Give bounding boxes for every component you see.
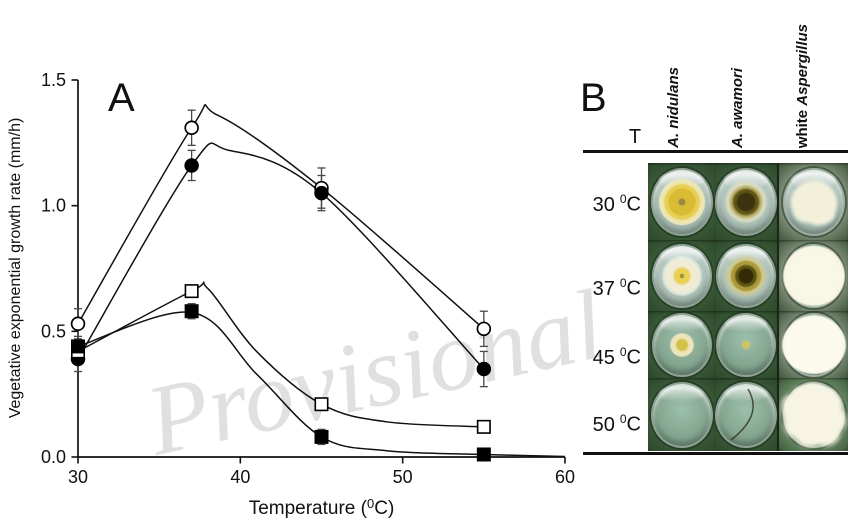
culture-well: [718, 245, 774, 306]
column-header-a-awamori: A. awamori: [729, 67, 747, 148]
x-tick-label: 30: [68, 467, 88, 487]
row-label-50c: 50 0C: [592, 412, 641, 436]
panel-a-label: A: [108, 76, 135, 120]
curve-open-square: [77, 281, 484, 428]
curve-filled-circle: [77, 142, 485, 370]
culture-well: [718, 314, 774, 375]
panel-b-bottom-rule: [583, 452, 848, 455]
row-label-37c: 37 0C: [592, 276, 641, 300]
culture-well: [652, 383, 711, 446]
culture-well: [784, 169, 843, 234]
y-tick-label: 1.5: [41, 70, 66, 90]
marker-open-circle: [476, 321, 492, 337]
marker-open-square: [476, 419, 491, 434]
well-photo-30c-white-aspergillus: [777, 163, 848, 240]
culture-well: [782, 245, 845, 306]
culture-well: [653, 314, 710, 375]
colony-white-full: [782, 245, 845, 306]
well-photo-45c-a-awamori: [715, 311, 777, 378]
well-photo-50c-white-aspergillus: [777, 378, 848, 451]
colony-white-blob: [790, 180, 837, 223]
x-tick-label: 60: [555, 467, 575, 487]
colony-white-star: [788, 389, 839, 440]
colony-yellow-ring: [658, 178, 705, 225]
growth-rate-chart: 0.0 0.5 1.0 1.5 30 40 50 60 Vegetative exponenti…: [7, 70, 575, 519]
well-photo-50c-a-nidulans: [648, 378, 715, 451]
marker-filled-circle: [314, 185, 329, 201]
crack-line: [730, 388, 754, 441]
culture-well: [717, 169, 775, 234]
x-axis-title: Temperature (0C): [249, 496, 395, 519]
marker-open-circle: [70, 316, 86, 332]
marker-filled-circle: [184, 158, 199, 173]
column-header-a-nidulans: A. nidulans: [665, 67, 683, 148]
well-photo-37c-a-awamori: [715, 240, 777, 311]
well-photo-37c-white-aspergillus: [777, 240, 848, 311]
panel-b-label: B: [580, 76, 607, 120]
marker-filled-square: [184, 304, 199, 319]
culture-well: [781, 314, 846, 375]
well-photo-45c-a-nidulans: [648, 311, 715, 378]
marker-open-circle: [184, 120, 199, 136]
marker-filled-square: [71, 339, 86, 354]
well-photo-30c-a-nidulans: [648, 163, 715, 240]
column-header-white-aspergillus: white Aspergillus: [794, 23, 812, 148]
culture-well: [784, 383, 843, 446]
temperature-column-header: T: [628, 126, 642, 148]
marker-open-square: [314, 397, 329, 412]
row-label-30c: 30 0C: [592, 192, 641, 216]
colony-white-full-bright: [781, 315, 846, 374]
marker-open-square: [184, 284, 199, 299]
culture-well: [653, 245, 710, 306]
marker-filled-circle: [476, 361, 492, 377]
well-photo-37c-a-nidulans: [648, 240, 715, 311]
colony-yellow-small: [661, 255, 702, 296]
y-tick-label: 0.0: [41, 447, 66, 467]
curve-open-circle: [77, 103, 485, 330]
y-tick-label: 0.5: [41, 321, 66, 341]
colony-tiny-dot: [741, 340, 751, 349]
colony-dark-center: [725, 180, 767, 223]
column-header-species-text: A. awamori: [729, 67, 746, 148]
column-header-plain-text: white: [794, 105, 811, 148]
panel-b-top-rule: [583, 150, 848, 153]
well-photo-30c-a-awamori: [715, 163, 777, 240]
marker-filled-square: [314, 429, 329, 444]
colony-dark-ring: [724, 253, 768, 298]
marker-filled-square: [476, 447, 491, 462]
y-tick-label: 1.0: [41, 196, 66, 216]
column-header-species-text: Aspergillus: [794, 23, 811, 106]
row-label-45c: 45 0C: [592, 345, 641, 369]
x-tick-label: 40: [230, 467, 250, 487]
culture-well: [717, 383, 775, 446]
column-header-species-text: A. nidulans: [665, 67, 682, 148]
well-photo-50c-a-awamori: [715, 378, 777, 451]
colony-yellow-dot: [669, 332, 694, 357]
y-axis-title: Vegetative exponential growth rate (mm/h…: [7, 118, 24, 419]
well-photo-45c-white-aspergillus: [777, 311, 848, 378]
x-tick-label: 50: [393, 467, 413, 487]
culture-well: [652, 169, 711, 234]
